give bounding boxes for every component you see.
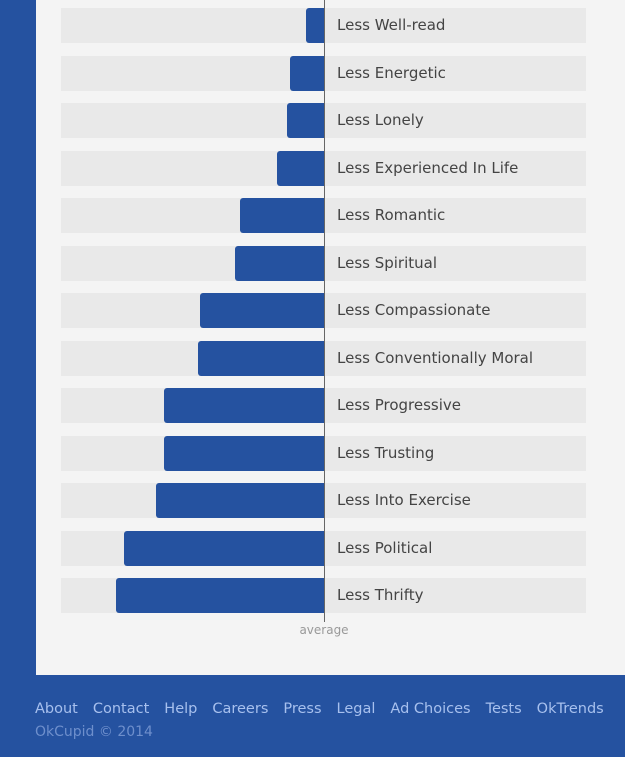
- category-label: Less Compassionate: [337, 301, 491, 319]
- category-label: Less Trusting: [337, 444, 435, 462]
- footer-link-help[interactable]: Help: [164, 701, 198, 717]
- bar[interactable]: [287, 103, 324, 138]
- category-label: Less Lonely: [337, 111, 424, 129]
- site-footer: About Contact Help Careers Press Legal A…: [35, 698, 625, 742]
- category-label: Less Spiritual: [337, 254, 438, 272]
- category-label: Less Romantic: [337, 206, 446, 224]
- footer-link-ad-choices[interactable]: Ad Choices: [390, 701, 471, 717]
- footer-link-careers[interactable]: Careers: [212, 701, 269, 717]
- footer-link-about[interactable]: About: [35, 701, 78, 717]
- average-axis-label: average: [299, 623, 349, 637]
- category-label: Less Thrifty: [337, 586, 424, 604]
- footer-link-tests[interactable]: Tests: [485, 701, 522, 717]
- copyright-text: OkCupid © 2014: [35, 724, 153, 740]
- category-label: Less Into Exercise: [337, 491, 471, 509]
- average-baseline: [324, 0, 325, 622]
- bar[interactable]: [164, 388, 324, 423]
- category-label: Less Well-read: [337, 16, 446, 34]
- bar[interactable]: [156, 483, 324, 518]
- category-label: Less Energetic: [337, 64, 446, 82]
- bar[interactable]: [277, 151, 324, 186]
- bar[interactable]: [198, 341, 324, 376]
- footer-link-contact[interactable]: Contact: [92, 701, 150, 717]
- category-label: Less Progressive: [337, 396, 462, 414]
- footer-link-legal[interactable]: Legal: [336, 701, 376, 717]
- bar[interactable]: [235, 246, 324, 281]
- category-label: Less Political: [337, 539, 433, 557]
- bar[interactable]: [290, 56, 324, 91]
- footer-nav: About Contact Help Careers Press Legal A…: [35, 698, 625, 720]
- bar[interactable]: [164, 436, 324, 471]
- bar[interactable]: [306, 8, 324, 43]
- bar[interactable]: [200, 293, 324, 328]
- bar[interactable]: [240, 198, 324, 233]
- bar[interactable]: [116, 578, 324, 613]
- category-label: Less Experienced In Life: [337, 159, 519, 177]
- bar[interactable]: [124, 531, 324, 566]
- category-label: Less Conventionally Moral: [337, 349, 534, 367]
- footer-link-press[interactable]: Press: [283, 701, 322, 717]
- trait-comparison-chart: average Less Well-read Less Energetic Less…: [61, 0, 586, 637]
- footer-link-oktrends[interactable]: OkTrends: [536, 701, 604, 717]
